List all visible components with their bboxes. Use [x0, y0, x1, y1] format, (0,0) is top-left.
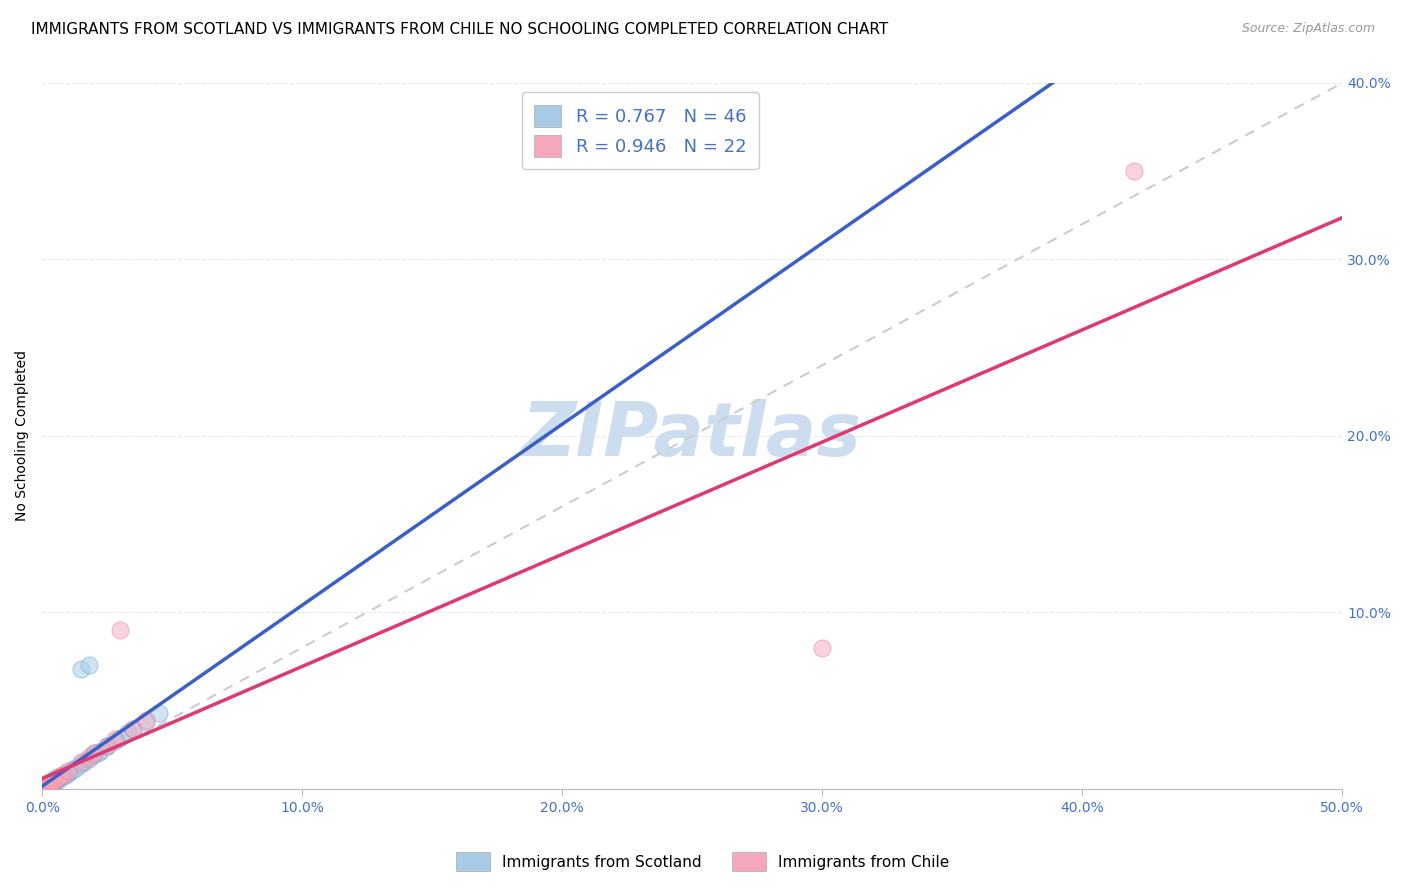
Point — [1123, 164, 1146, 178]
Point — [104, 732, 127, 747]
Point — [46, 771, 69, 785]
Point — [49, 769, 72, 783]
Point — [37, 778, 59, 792]
Point — [34, 780, 56, 794]
Point — [83, 747, 105, 761]
Point — [59, 764, 82, 778]
Point — [58, 764, 80, 778]
Point — [44, 771, 66, 785]
Point — [55, 767, 77, 781]
Point — [104, 734, 127, 748]
Point — [41, 772, 63, 787]
Point — [83, 747, 105, 761]
Point — [41, 774, 63, 789]
Point — [96, 739, 118, 754]
Point — [44, 772, 66, 787]
Point — [41, 774, 63, 789]
Point — [83, 748, 105, 763]
Point — [122, 722, 145, 736]
Point — [77, 752, 100, 766]
Point — [52, 767, 75, 781]
Point — [39, 776, 62, 790]
Point — [58, 765, 80, 780]
Y-axis label: No Schooling Completed: No Schooling Completed — [15, 351, 30, 521]
Point — [70, 756, 93, 770]
Point — [135, 714, 157, 729]
Point — [52, 769, 75, 783]
Point — [70, 757, 93, 772]
Point — [89, 745, 111, 759]
Point — [34, 780, 56, 794]
Point — [39, 776, 62, 790]
Point — [108, 731, 131, 745]
Legend: Immigrants from Scotland, Immigrants from Chile: Immigrants from Scotland, Immigrants fro… — [450, 847, 956, 877]
Point — [70, 662, 93, 676]
Point — [41, 776, 63, 790]
Point — [77, 750, 100, 764]
Point — [49, 771, 72, 785]
Text: Source: ZipAtlas.com: Source: ZipAtlas.com — [1241, 22, 1375, 36]
Point — [108, 623, 131, 637]
Point — [37, 778, 59, 792]
Point — [39, 774, 62, 789]
Point — [39, 776, 62, 790]
Point — [46, 771, 69, 785]
Legend: R = 0.767   N = 46, R = 0.946   N = 22: R = 0.767 N = 46, R = 0.946 N = 22 — [522, 92, 759, 169]
Point — [37, 780, 59, 794]
Point — [49, 769, 72, 783]
Point — [44, 774, 66, 789]
Point — [62, 762, 84, 776]
Point — [117, 725, 139, 739]
Text: ZIPatlas: ZIPatlas — [522, 400, 862, 473]
Point — [39, 776, 62, 790]
Point — [122, 722, 145, 736]
Point — [41, 774, 63, 789]
Point — [37, 778, 59, 792]
Point — [41, 774, 63, 789]
Point — [37, 776, 59, 790]
Point — [46, 772, 69, 787]
Point — [148, 706, 170, 720]
Text: IMMIGRANTS FROM SCOTLAND VS IMMIGRANTS FROM CHILE NO SCHOOLING COMPLETED CORRELA: IMMIGRANTS FROM SCOTLAND VS IMMIGRANTS F… — [31, 22, 889, 37]
Point — [89, 745, 111, 759]
Point — [44, 772, 66, 787]
Point — [34, 778, 56, 792]
Point — [96, 739, 118, 754]
Point — [46, 771, 69, 785]
Point — [811, 640, 834, 655]
Point — [55, 765, 77, 780]
Point — [39, 778, 62, 792]
Point — [73, 756, 96, 770]
Point — [77, 658, 100, 673]
Point — [52, 767, 75, 781]
Point — [135, 713, 157, 727]
Point — [96, 739, 118, 754]
Point — [65, 761, 87, 775]
